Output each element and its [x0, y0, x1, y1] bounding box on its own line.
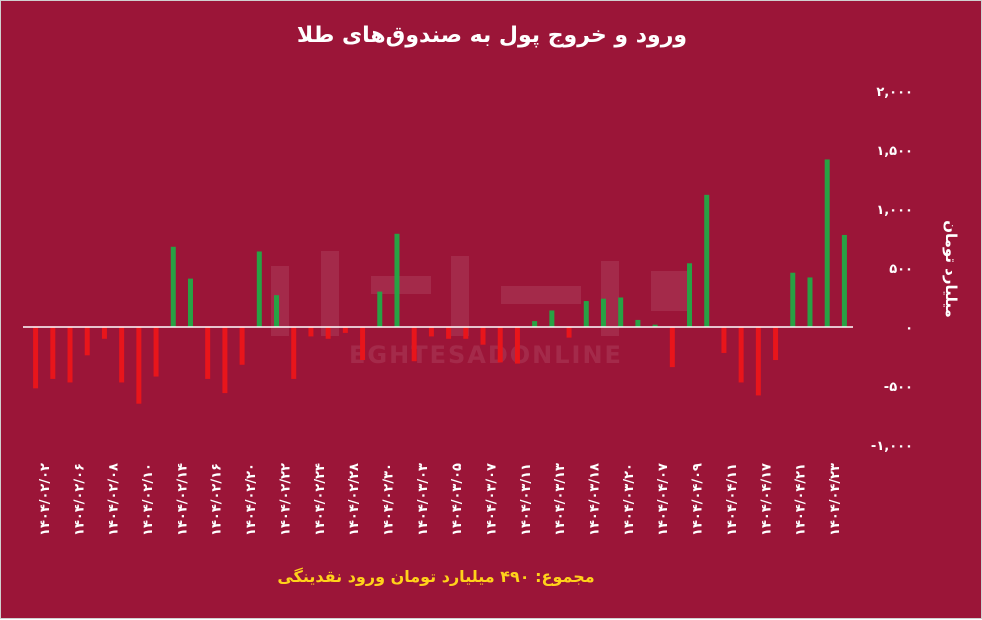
bar-7: [136, 327, 142, 404]
y-tick-label: ۵۰۰: [889, 262, 913, 277]
bar-30: [532, 321, 538, 327]
bar-5: [101, 327, 107, 339]
x-tick-label: ۱۴۰۴/۰۳/۱۸: [588, 463, 603, 536]
bar-26: [463, 327, 469, 339]
bar-15: [274, 295, 280, 327]
bar-24: [428, 327, 434, 337]
bar-47: [824, 159, 830, 327]
bar-14: [256, 251, 262, 327]
bar-4: [84, 327, 90, 356]
x-tick-label: ۱۴۰۴/۰۲/۲۰: [244, 463, 259, 536]
bar-20: [360, 327, 366, 361]
x-tick-label: ۱۴۰۴/۰۳/۰۷: [485, 463, 500, 536]
x-tick-label: ۱۴۰۴/۰۴/۱۷: [759, 463, 774, 536]
bar-46: [807, 277, 813, 327]
y-tick-label: ۲,۰۰۰: [876, 85, 913, 100]
footer-note: مجموع: ۴۹۰ میلیارد تومان ورود نقدینگی: [277, 567, 595, 586]
bar-29: [514, 327, 520, 364]
bar-21: [377, 291, 383, 327]
bar-32: [566, 327, 572, 338]
x-tick-label: ۱۴۰۴/۰۲/۰۶: [72, 463, 87, 536]
bar-13: [239, 327, 245, 365]
x-tick-label: ۱۴۰۴/۰۴/۱۱: [725, 463, 740, 536]
x-tick-label: ۱۴۰۴/۰۳/۱۱: [519, 463, 534, 536]
bar-36: [635, 319, 641, 327]
bar-12: [222, 327, 228, 394]
y-tick-label: -۱,۰۰۰: [871, 439, 913, 454]
bar-41: [721, 327, 727, 353]
bar-31: [549, 310, 555, 327]
bar-37: [652, 324, 658, 327]
bar-16: [291, 327, 297, 379]
y-tick-label: -۵۰۰: [884, 380, 913, 395]
bar-43: [755, 327, 761, 396]
bar-33: [583, 301, 589, 327]
x-tick-label: ۱۴۰۴/۰۳/۱۳: [553, 463, 568, 536]
x-tick-label: ۱۴۰۴/۰۳/۲۰: [622, 463, 637, 536]
y-axis-label: میلیارد تومان: [942, 220, 960, 318]
bar-34: [600, 298, 606, 327]
bar-6: [119, 327, 125, 383]
bar-48: [841, 234, 847, 327]
bar-19: [342, 327, 348, 333]
bar-42: [738, 327, 744, 383]
bar-39: [687, 263, 693, 327]
x-tick-label: ۱۴۰۴/۰۲/۲۴: [313, 463, 328, 536]
bar-38: [669, 327, 675, 368]
x-tick-label: ۱۴۰۴/۰۲/۰۸: [107, 463, 122, 536]
bar-1: [33, 327, 39, 389]
bar-10: [187, 278, 193, 327]
bar-8: [153, 327, 159, 377]
x-tick-label: ۱۴۰۴/۰۳/۰۳: [416, 463, 431, 536]
y-tick-label: ۰: [905, 321, 913, 336]
chart-title: ورود و خروج پول به صندوق‌های طلا: [296, 23, 688, 48]
x-tick-label: ۱۴۰۴/۰۴/۲۱: [794, 463, 809, 536]
x-tick-label: ۱۴۰۴/۰۲/۱۰: [141, 463, 156, 536]
x-tick-label: ۱۴۰۴/۰۳/۰۵: [450, 463, 465, 536]
bar-18: [325, 327, 331, 339]
bar-9: [170, 246, 176, 327]
bar-35: [618, 297, 624, 327]
bar-44: [773, 327, 779, 361]
x-tick-label: ۱۴۰۴/۰۲/۲۸: [347, 463, 362, 536]
bar-3: [67, 327, 73, 383]
y-tick-label: ۱,۵۰۰: [876, 144, 913, 159]
y-tick-label: ۱,۰۰۰: [876, 203, 913, 218]
bar-22: [394, 233, 400, 327]
x-tick-label: ۱۴۰۴/۰۲/۱۶: [210, 463, 225, 536]
bar-17: [308, 327, 314, 337]
x-tick-label: ۱۴۰۴/۰۲/۰۲: [38, 463, 53, 536]
x-tick-label: ۱۴۰۴/۰۴/۰۹: [691, 463, 706, 536]
bar-45: [790, 272, 796, 327]
x-tick-label: ۱۴۰۴/۰۴/۲۳: [828, 463, 843, 536]
bar-25: [446, 327, 452, 339]
bar-11: [205, 327, 211, 379]
x-tick-label: ۱۴۰۴/۰۲/۳۰: [382, 463, 397, 536]
bar-2: [50, 327, 56, 379]
bar-28: [497, 327, 503, 363]
x-tick-label: ۱۴۰۴/۰۲/۲۲: [278, 463, 293, 536]
bar-27: [480, 327, 486, 345]
bar-40: [704, 194, 710, 327]
bar-23: [411, 327, 417, 362]
x-tick-label: ۱۴۰۴/۰۲/۱۴: [175, 463, 190, 536]
x-tick-label: ۱۴۰۴/۰۴/۰۷: [656, 463, 671, 536]
